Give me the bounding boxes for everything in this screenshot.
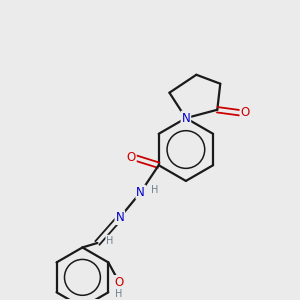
Text: N: N [182, 112, 190, 124]
Text: O: O [241, 106, 250, 119]
Text: O: O [114, 276, 123, 289]
Text: H: H [151, 185, 158, 195]
Text: H: H [106, 236, 114, 246]
Text: O: O [127, 151, 136, 164]
Text: N: N [136, 186, 145, 199]
Text: N: N [116, 211, 124, 224]
Text: H: H [115, 289, 122, 299]
